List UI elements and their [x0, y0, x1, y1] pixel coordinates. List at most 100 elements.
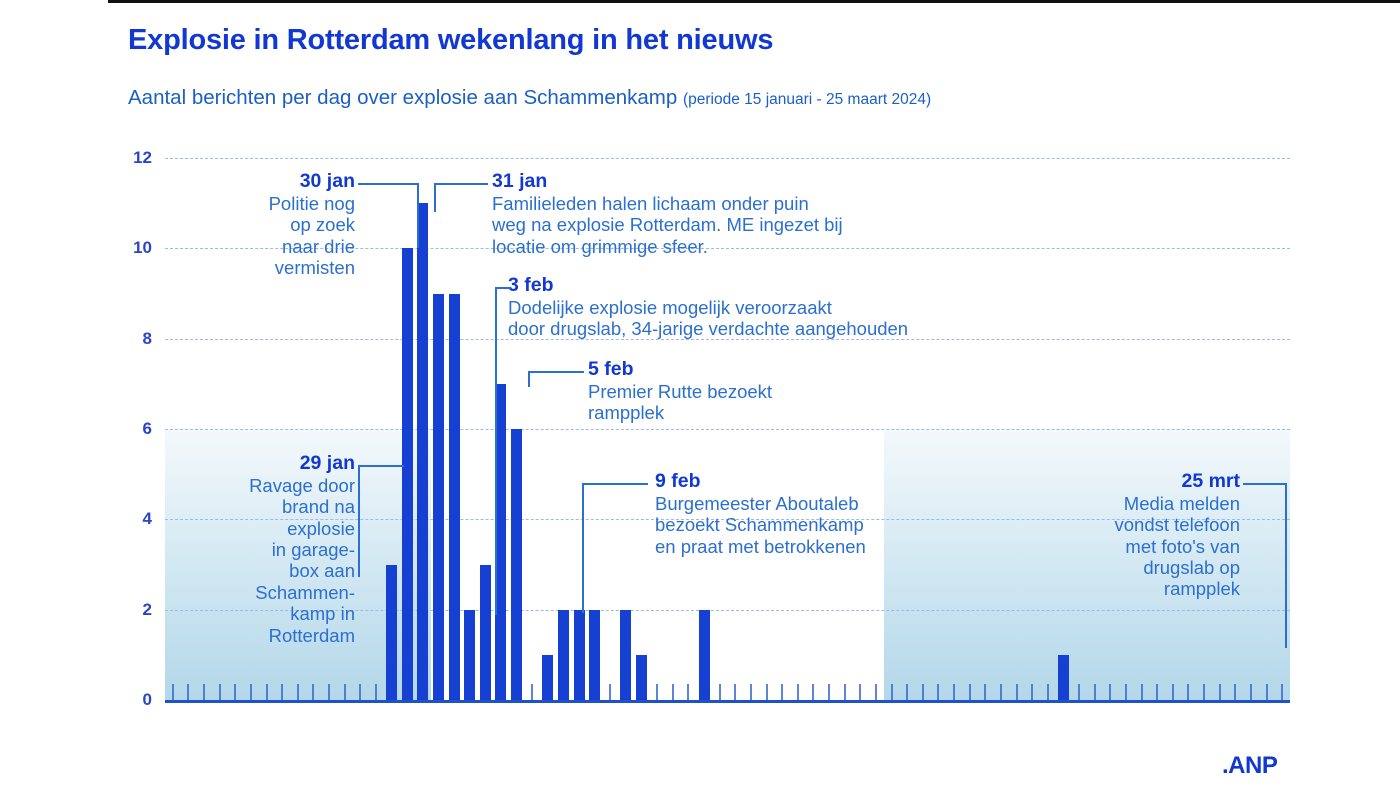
bar-10-feb[interactable]	[573, 609, 585, 700]
x-tick	[343, 684, 346, 700]
annotation-9-feb: 9 feb Burgemeester Aboutaleb bezoekt Sch…	[655, 470, 975, 557]
annotation-date: 3 feb	[508, 274, 554, 296]
annotation-line: op zoek	[290, 214, 355, 236]
bar-4-feb[interactable]	[479, 564, 491, 700]
bar-30-jan[interactable]	[401, 248, 413, 700]
x-tick	[859, 684, 862, 700]
y-axis-tick-10: 10	[133, 238, 152, 258]
subtitle-main: Aantal berichten per dag over explosie a…	[128, 86, 678, 109]
x-tick	[187, 684, 190, 700]
bar-31-jan[interactable]	[417, 203, 429, 700]
annotation-line: vondst telefoon	[1114, 514, 1240, 536]
annotation-date: 30 jan	[299, 170, 355, 192]
bar-8-feb[interactable]	[542, 654, 554, 700]
bar-18-feb[interactable]	[698, 609, 710, 700]
top-rule	[0, 0, 1400, 5]
x-tick	[1015, 684, 1018, 700]
x-tick	[687, 684, 690, 700]
x-tick	[1124, 684, 1127, 700]
annotation-line: locatie om grimmige sfeer.	[492, 235, 708, 257]
x-axis-line	[165, 700, 1290, 703]
annotation-31-jan: 31 jan Familieleden halen lichaam onder …	[492, 170, 992, 257]
x-tick	[1171, 684, 1174, 700]
x-tick	[1218, 684, 1221, 700]
page-subtitle: Aantal berichten per dag over explosie a…	[128, 86, 931, 110]
subtitle-period: (periode 15 januari - 25 maart 2024)	[682, 91, 932, 108]
annotation-line: Rotterdam	[268, 624, 355, 646]
bar-6-feb[interactable]	[511, 429, 523, 700]
x-tick	[984, 684, 987, 700]
x-tick	[656, 684, 659, 700]
annotation-line: bezoekt Schammenkamp	[655, 514, 864, 536]
bar-5-feb[interactable]	[495, 383, 507, 700]
annotation-line: Dodelijke explosie mogelijk veroorzaakt	[508, 296, 832, 318]
annotation-line: Politie nog	[268, 192, 355, 214]
month-strip	[165, 707, 1290, 743]
x-tick	[874, 684, 877, 700]
annotation-line: brand na	[281, 496, 355, 518]
bar-3-feb[interactable]	[464, 609, 476, 700]
gridline-10	[165, 248, 1290, 250]
leader-line-9-feb	[582, 483, 648, 613]
x-tick	[1156, 684, 1159, 700]
x-tick	[328, 684, 331, 700]
x-tick	[1109, 684, 1112, 700]
x-tick	[937, 684, 940, 700]
leader-line-3-feb	[495, 287, 511, 615]
page-title: Explosie in Rotterdam wekenlang in het n…	[128, 24, 774, 56]
x-tick	[796, 684, 799, 700]
x-tick	[1093, 684, 1096, 700]
annotation-line: rampplek	[588, 402, 665, 424]
x-tick	[234, 684, 237, 700]
annotation-line: vermisten	[274, 256, 355, 278]
x-tick	[890, 684, 893, 700]
y-axis-tick-4: 4	[142, 509, 152, 529]
bar-13-feb[interactable]	[620, 609, 632, 700]
leader-line-5-feb	[528, 371, 584, 387]
x-tick	[1031, 684, 1034, 700]
annotation-date: 29 jan	[299, 452, 355, 474]
x-tick	[1265, 684, 1268, 700]
y-axis-tick-12: 12	[133, 148, 152, 167]
annotation-date: 25 mrt	[1181, 470, 1240, 492]
bar-29-jan[interactable]	[386, 564, 398, 700]
annotation-line: Schammen-	[255, 581, 355, 603]
bar-12-mrt[interactable]	[1057, 654, 1069, 700]
gridline-2	[165, 609, 1290, 611]
x-tick	[718, 684, 721, 700]
bar-2-feb[interactable]	[448, 293, 460, 700]
gridline-12	[165, 158, 1290, 159]
y-axis-tick-2: 2	[142, 599, 152, 619]
plot-band-maart	[883, 429, 1290, 703]
x-tick	[781, 684, 784, 700]
x-tick	[828, 684, 831, 700]
x-tick	[1187, 684, 1190, 700]
x-tick	[843, 684, 846, 700]
annotation-line: Premier Rutte bezoekt	[588, 380, 773, 402]
annotation-25-mrt: 25 mrt Media melden vondst telefoon met …	[1040, 470, 1240, 600]
annotation-3-feb: 3 feb Dodelijke explosie mogelijk veroor…	[508, 274, 1088, 340]
x-tick	[312, 684, 315, 700]
leader-line-31-jan	[434, 183, 488, 212]
x-tick	[921, 684, 924, 700]
annotation-line: rampplek	[1163, 578, 1240, 600]
annotation-line: kamp in	[290, 603, 355, 625]
x-tick	[1046, 684, 1049, 700]
x-tick	[734, 684, 737, 700]
bar-11-feb[interactable]	[589, 609, 601, 700]
gridline-8	[165, 338, 1290, 340]
x-tick	[999, 684, 1002, 700]
bar-1-feb[interactable]	[432, 293, 444, 700]
leader-line-29-jan	[358, 465, 404, 577]
gridline-6	[165, 429, 1290, 430]
bar-9-feb[interactable]	[557, 609, 569, 700]
annotation-5-feb: 5 feb Premier Rutte bezoekt rampplek	[588, 358, 918, 424]
anp-logo: .ANP	[1222, 752, 1278, 779]
gridline-4	[165, 519, 1290, 521]
x-tick	[249, 684, 252, 700]
bar-14-feb[interactable]	[636, 654, 648, 700]
annotation-line: in garage-	[271, 538, 355, 560]
chart-plot-area: 0 2 4 6 8 10 12	[133, 148, 1290, 709]
leader-line-25-mrt	[1243, 483, 1287, 648]
annotation-30-jan: 30 jan Politie nog op zoek naar drie ver…	[190, 170, 355, 278]
